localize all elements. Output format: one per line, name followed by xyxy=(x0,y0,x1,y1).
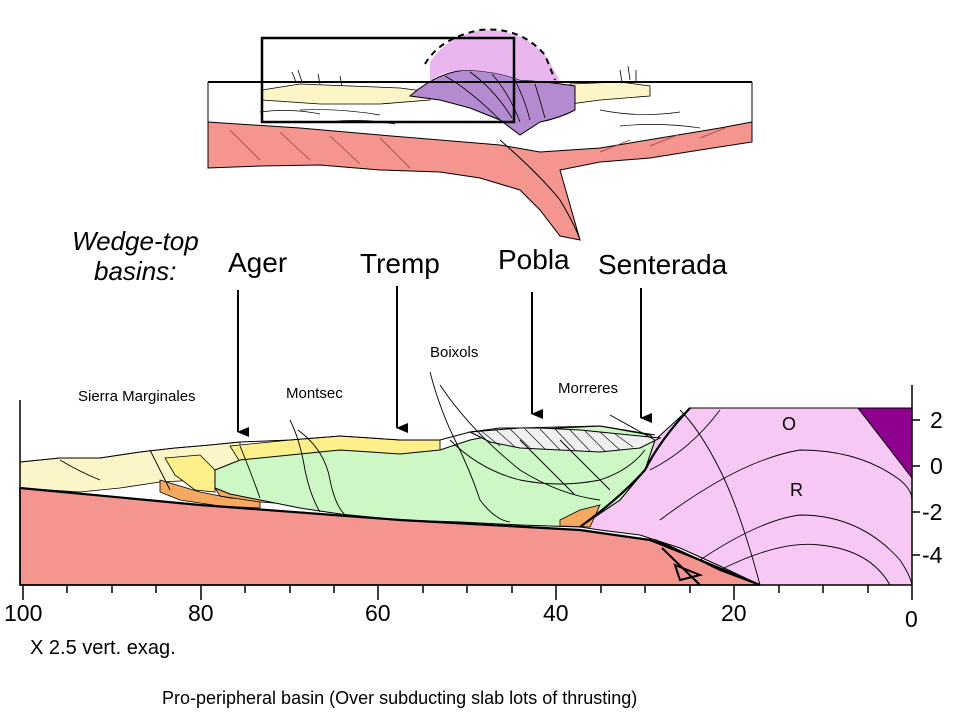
main-structure-lines xyxy=(59,371,913,586)
overview-basement xyxy=(207,121,753,241)
heading-line-2: basins: xyxy=(94,256,177,286)
structure-label-boixols: Boixols xyxy=(430,344,479,361)
overview-pink-dome xyxy=(430,29,560,82)
depth-tick-0: 0 xyxy=(930,453,943,479)
basin-label-senterada: Senterada xyxy=(598,249,728,280)
x-tick-80: 80 xyxy=(188,600,214,626)
main-hinterland-thrust xyxy=(579,407,691,528)
x-axis-ticks xyxy=(22,585,913,600)
wedge-top-heading: Wedge-top basins: xyxy=(72,226,199,286)
figure-caption: Pro-peripheral basin (Over subducting sl… xyxy=(162,688,638,708)
pobla-basin-hatch xyxy=(479,428,634,452)
depth-tick-minus-4: -4 xyxy=(922,542,943,568)
structure-label-montsec: Montsec xyxy=(286,385,343,402)
zone-label-r: R xyxy=(790,480,803,500)
structure-label-morreres: Morreres xyxy=(558,380,619,397)
overview-purple-dome xyxy=(408,69,576,136)
x-tick-100: 100 xyxy=(4,600,43,626)
overview-dashed-dome xyxy=(424,28,556,81)
basin-label-ager: Ager xyxy=(228,247,288,278)
overview-slab-line xyxy=(499,139,581,241)
overview-surface-ticks xyxy=(291,65,637,87)
main-surface-outline xyxy=(19,425,656,463)
main-thrust-boundary xyxy=(19,486,761,587)
structure-label-sierra-marginales: Sierra Marginales xyxy=(78,388,196,405)
main-green-unit xyxy=(214,425,656,528)
vertical-exaggeration-note: X 2.5 vert. exag. xyxy=(30,637,176,659)
depth-tick-minus-2: -2 xyxy=(922,499,943,525)
overview-cream-unit xyxy=(261,83,431,105)
main-yellow-unit-left xyxy=(164,454,216,493)
overview-dome-faults xyxy=(444,71,546,123)
overview-internal-lines xyxy=(259,109,701,129)
main-orange-unit-left xyxy=(159,479,261,509)
depth-axis-ticks xyxy=(912,419,920,556)
depth-tick-2: 2 xyxy=(930,407,943,433)
x-tick-0: 0 xyxy=(905,606,918,632)
x-tick-40: 40 xyxy=(543,600,569,626)
overview-cream-right xyxy=(569,81,651,105)
basin-label-tremp: Tremp xyxy=(360,248,440,279)
overview-zoom-box xyxy=(260,36,516,124)
x-tick-20: 20 xyxy=(721,600,747,626)
overview-basement-hatch xyxy=(229,127,726,169)
zone-label-o: O xyxy=(782,414,797,434)
heading-line-1: Wedge-top xyxy=(72,226,199,256)
x-tick-60: 60 xyxy=(365,600,391,626)
basin-label-pobla: Pobla xyxy=(498,244,570,275)
